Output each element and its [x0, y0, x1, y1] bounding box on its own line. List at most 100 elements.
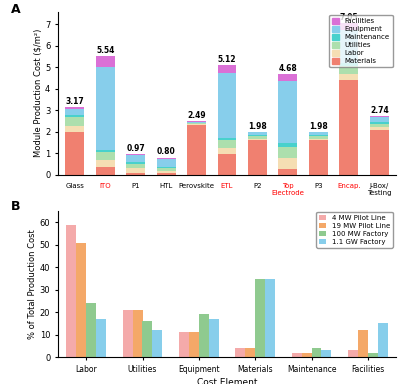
Bar — [65, 132, 84, 175]
Text: 5.12: 5.12 — [218, 55, 236, 64]
Bar — [96, 56, 115, 67]
Bar — [321, 350, 331, 357]
Text: 45: 45 — [161, 233, 171, 242]
Text: 10: 10 — [283, 233, 293, 242]
Text: 32: 32 — [374, 233, 384, 242]
Bar — [157, 171, 176, 173]
Text: 0.97: 0.97 — [126, 144, 145, 153]
Text: P2: P2 — [253, 183, 262, 189]
Text: ETL: ETL — [221, 183, 233, 189]
Bar — [65, 117, 84, 126]
Bar — [370, 122, 389, 124]
Bar — [348, 350, 358, 357]
Text: 2.74: 2.74 — [370, 106, 389, 115]
Text: 0.80: 0.80 — [157, 147, 176, 156]
Bar — [96, 152, 115, 161]
Bar — [126, 164, 145, 168]
Text: 5.54: 5.54 — [96, 46, 114, 55]
Bar — [265, 278, 275, 357]
Bar — [370, 127, 389, 130]
Text: Perovskite: Perovskite — [178, 183, 214, 189]
Bar — [339, 30, 358, 63]
Bar — [370, 116, 389, 117]
Bar — [65, 115, 84, 117]
Y-axis label: Module Production Cost ($/m²): Module Production Cost ($/m²) — [33, 29, 42, 157]
Bar — [278, 74, 297, 81]
Text: 7.05: 7.05 — [340, 13, 358, 22]
Bar — [123, 310, 133, 357]
Bar — [278, 81, 297, 143]
Text: 32: 32 — [100, 233, 110, 242]
Bar — [278, 143, 297, 147]
Text: 240: 240 — [68, 233, 82, 242]
Bar — [96, 150, 115, 152]
Bar — [157, 157, 176, 159]
Bar — [142, 321, 152, 357]
Legend: 4 MW Pilot Line, 19 MW Pilot Line, 100 MW Factory, 1.1 GW Factory: 4 MW Pilot Line, 19 MW Pilot Line, 100 M… — [316, 212, 392, 248]
Bar — [312, 348, 321, 357]
Bar — [96, 319, 106, 357]
Bar — [339, 74, 358, 80]
Bar — [339, 63, 358, 66]
Bar — [179, 333, 189, 357]
Text: 48: 48 — [344, 233, 354, 242]
Bar — [65, 126, 84, 132]
Bar — [65, 107, 84, 109]
Bar — [199, 314, 209, 357]
Text: 360: 360 — [189, 233, 204, 242]
Bar — [339, 80, 358, 175]
Bar — [187, 123, 206, 124]
Text: 26: 26 — [253, 233, 262, 242]
Bar — [187, 125, 206, 175]
Bar — [96, 67, 115, 150]
Text: Glass: Glass — [65, 183, 84, 189]
Bar — [187, 124, 206, 125]
Bar — [126, 156, 145, 162]
Bar — [133, 310, 142, 357]
Y-axis label: % of Total Production Cost: % of Total Production Cost — [28, 229, 37, 339]
Bar — [339, 66, 358, 74]
Bar — [152, 330, 162, 357]
Bar — [236, 348, 245, 357]
Bar — [302, 353, 312, 357]
Text: A: A — [11, 3, 20, 17]
Bar — [218, 65, 236, 73]
Bar — [309, 132, 328, 136]
Bar — [157, 168, 176, 171]
Text: 32: 32 — [131, 233, 140, 242]
Bar — [370, 130, 389, 175]
Bar — [248, 132, 267, 136]
Bar — [76, 243, 86, 357]
Bar — [96, 167, 115, 175]
Text: 1.98: 1.98 — [309, 122, 328, 131]
Text: 4.68: 4.68 — [278, 64, 297, 73]
Text: B: B — [11, 200, 20, 212]
Text: P1: P1 — [131, 183, 140, 189]
Bar — [292, 353, 302, 357]
Text: Top
Electrode: Top Electrode — [272, 183, 304, 196]
Bar — [339, 23, 358, 30]
Text: 10: 10 — [222, 233, 232, 242]
Text: 3.17: 3.17 — [65, 96, 84, 106]
Bar — [66, 225, 76, 357]
Bar — [86, 303, 96, 357]
Bar — [157, 173, 176, 175]
Text: Speed
per tool
(modules/
hour): Speed per tool (modules/ hour) — [58, 214, 89, 236]
Bar — [309, 139, 328, 141]
Bar — [278, 158, 297, 169]
Bar — [278, 169, 297, 175]
Text: 26: 26 — [314, 233, 323, 242]
Bar — [218, 148, 236, 154]
Bar — [248, 141, 267, 175]
Bar — [126, 168, 145, 172]
Bar — [157, 167, 176, 168]
Bar — [218, 154, 236, 175]
Bar — [218, 73, 236, 137]
Bar — [248, 139, 267, 141]
X-axis label: Cost Element: Cost Element — [197, 378, 257, 384]
Bar — [378, 323, 388, 357]
Bar — [187, 122, 206, 123]
Bar — [157, 159, 176, 167]
Bar — [189, 333, 199, 357]
Legend: Facilities, Equipment, Maintenance, Utilities, Labor, Materials: Facilities, Equipment, Maintenance, Util… — [329, 15, 392, 67]
